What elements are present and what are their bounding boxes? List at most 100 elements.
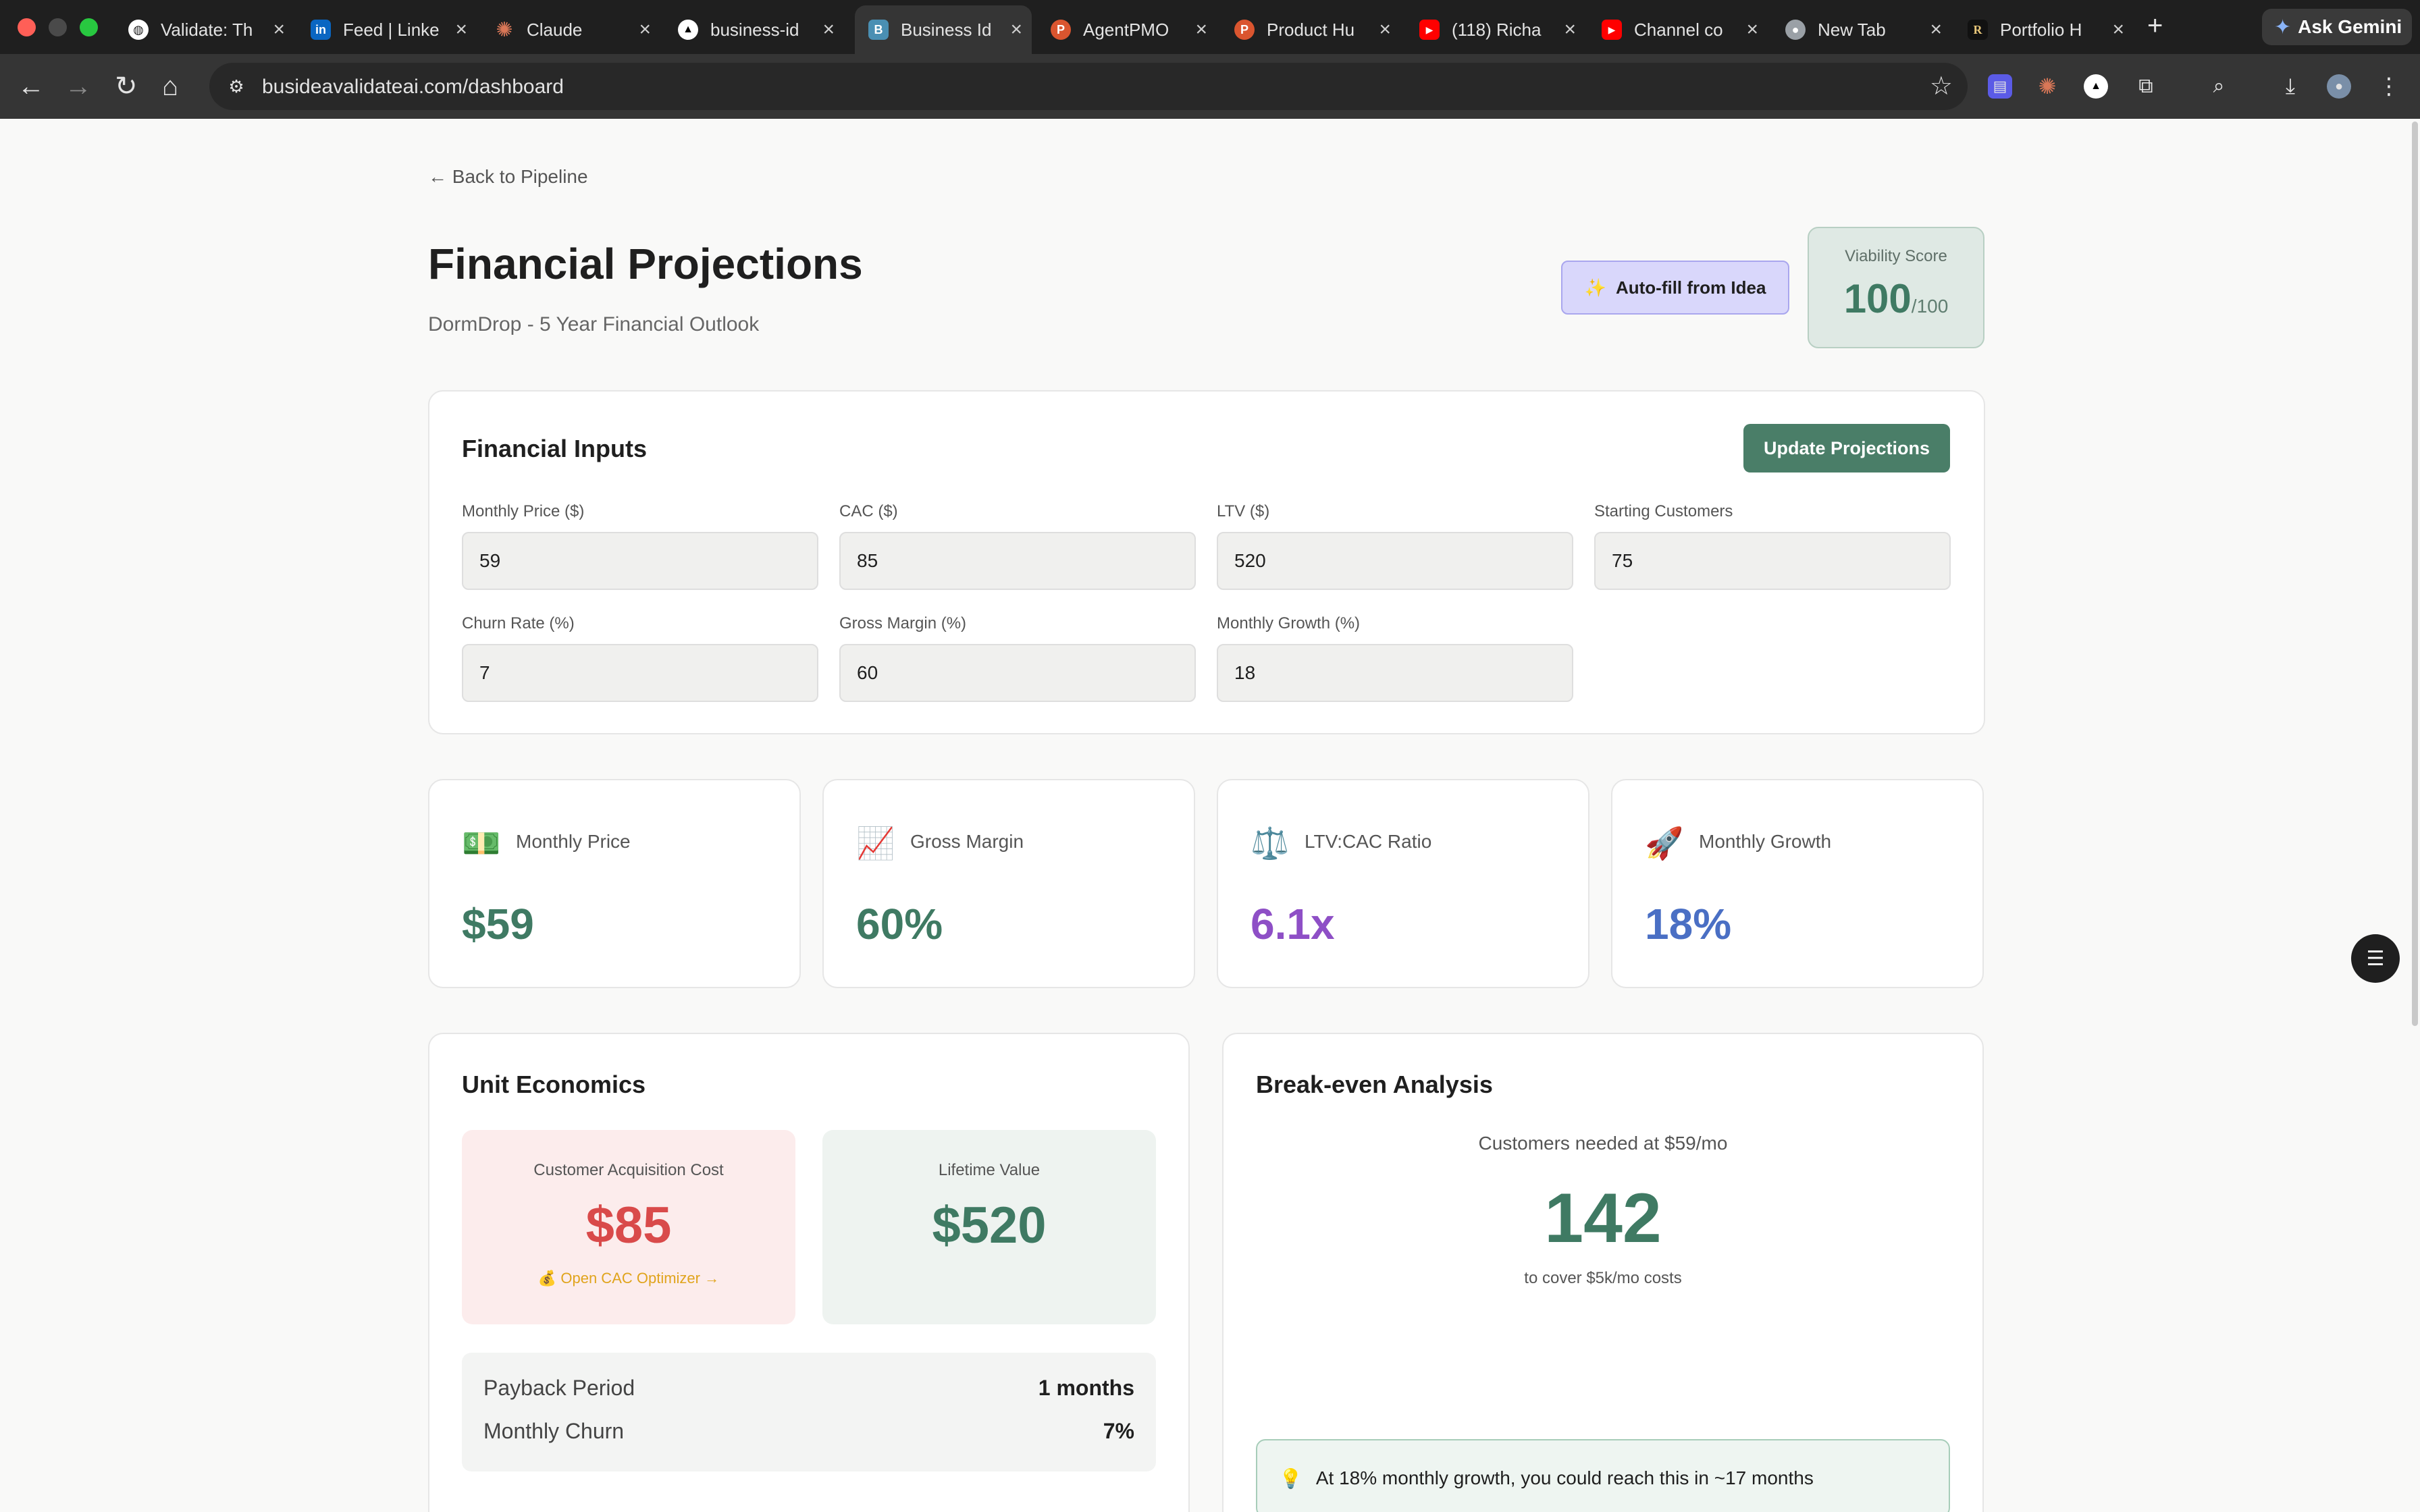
download-icon[interactable]: ⤓ xyxy=(2285,74,2296,98)
tab-youtube-channel[interactable]: ▶ Channel co × xyxy=(1588,5,1768,54)
ltv-label: Lifetime Value xyxy=(938,1161,1041,1179)
viability-max: /100 xyxy=(1911,296,1949,317)
close-tab-icon[interactable]: × xyxy=(1379,18,1391,40)
tab-business-id-active[interactable]: B Business Id × xyxy=(855,5,1032,54)
ltv-value: $520 xyxy=(932,1197,1047,1254)
field-label-gross-margin: Gross Margin (%) xyxy=(839,614,967,632)
break-even-card xyxy=(1222,1033,1984,1512)
tab-label: Claude xyxy=(527,19,583,40)
churn-rate-input[interactable] xyxy=(462,644,818,702)
row-label: Monthly Churn xyxy=(483,1419,625,1443)
extensions-puzzle-icon[interactable]: ⧉ xyxy=(2138,75,2153,97)
back-to-pipeline-link[interactable]: ← Back to Pipeline xyxy=(428,166,588,187)
monthly-price-input[interactable] xyxy=(462,532,818,590)
metric-value: $59 xyxy=(462,900,534,948)
tab-bar: ◍ Validate: Th × in Feed | Linke × ✺ Cla… xyxy=(0,0,2420,54)
ltv-input[interactable] xyxy=(1217,532,1573,590)
close-tab-icon[interactable]: × xyxy=(822,18,835,40)
tab-portfolio[interactable]: R Portfolio H × xyxy=(1954,5,2134,54)
rocket-icon: 🚀 xyxy=(1645,826,1684,861)
field-label-monthly-price: Monthly Price ($) xyxy=(462,502,585,520)
tab-claude[interactable]: ✺ Claude × xyxy=(481,5,660,54)
back-arrow-icon[interactable]: ← xyxy=(18,72,45,101)
reload-icon[interactable]: ↻ xyxy=(115,72,138,101)
row-value: 7% xyxy=(1103,1419,1134,1443)
auto-fill-label: Auto-fill from Idea xyxy=(1615,277,1766,298)
close-tab-icon[interactable]: × xyxy=(1746,18,1758,40)
metric-card-gross-margin: 📈 Gross Margin 60% xyxy=(822,779,1195,988)
financial-inputs-title: Financial Inputs xyxy=(462,435,648,462)
tab-label: AgentPMO xyxy=(1083,19,1169,40)
forward-arrow-icon[interactable]: → xyxy=(65,72,92,101)
cac-box: Customer Acquisition Cost $85 💰 Open CAC… xyxy=(462,1130,795,1324)
youtube-favicon-icon: ▶ xyxy=(1419,20,1440,40)
ask-gemini-button[interactable]: ✦ Ask Gemini xyxy=(2262,9,2412,45)
cac-input[interactable] xyxy=(839,532,1196,590)
tab-new-tab[interactable]: ● New Tab × xyxy=(1772,5,1951,54)
close-tab-icon[interactable]: × xyxy=(2112,18,2124,40)
viability-value: 100/100 xyxy=(1809,275,1983,322)
extension-claude-icon[interactable]: ✺ xyxy=(2038,74,2057,99)
bookmark-star-icon[interactable]: ☆ xyxy=(1929,72,1953,101)
extension-vercel-icon[interactable]: ▲ xyxy=(2084,74,2108,99)
metric-value: 6.1x xyxy=(1251,900,1335,948)
auto-fill-button[interactable]: ✨ Auto-fill from Idea xyxy=(1561,261,1789,315)
metric-label: Monthly Price xyxy=(516,831,631,852)
field-label-ltv: LTV ($) xyxy=(1217,502,1270,520)
tab-label: Business Id xyxy=(901,19,992,40)
portfolio-favicon-icon: R xyxy=(1968,20,1988,40)
tab-linkedin[interactable]: in Feed | Linke × xyxy=(297,5,477,54)
close-tab-icon[interactable]: × xyxy=(1930,18,1942,40)
site-info-icon[interactable]: ⚙ xyxy=(228,76,244,97)
tab-agentpmo[interactable]: P AgentPMO × xyxy=(1037,5,1217,54)
update-projections-button[interactable]: Update Projections xyxy=(1743,424,1950,473)
floating-menu-icon[interactable]: ☰ xyxy=(2351,934,2400,983)
extension-notes-icon[interactable]: ▤ xyxy=(1988,74,2012,99)
tab-label: New Tab xyxy=(1818,19,1886,40)
producthunt-favicon-icon: P xyxy=(1234,20,1255,40)
youtube-favicon-icon: ▶ xyxy=(1602,20,1622,40)
monthly-churn-row: Monthly Churn 7% xyxy=(483,1419,1134,1444)
linkedin-favicon-icon: in xyxy=(311,20,331,40)
tab-label: Product Hu xyxy=(1267,19,1355,40)
row-label: Payback Period xyxy=(483,1376,635,1400)
close-tab-icon[interactable]: × xyxy=(455,18,467,40)
page-title: Financial Projections xyxy=(428,240,863,288)
close-tab-icon[interactable]: × xyxy=(1195,18,1207,40)
new-tab-button[interactable]: + xyxy=(2147,11,2163,40)
close-tab-icon[interactable]: × xyxy=(1564,18,1576,40)
url-text[interactable]: busideavalidateai.com/dashboard xyxy=(262,76,564,98)
open-cac-optimizer-link[interactable]: 💰 Open CAC Optimizer → xyxy=(537,1270,720,1287)
dashboard-page: ← Back to Pipeline Financial Projections… xyxy=(0,119,2420,1512)
browser-menu-icon[interactable]: ⋮ xyxy=(2377,74,2400,99)
row-value: 1 months xyxy=(1038,1376,1134,1400)
validate-favicon-icon: ◍ xyxy=(128,20,149,40)
tab-product-hunt[interactable]: P Product Hu × xyxy=(1221,5,1400,54)
close-tab-icon[interactable]: × xyxy=(1010,18,1022,40)
starting-customers-input[interactable] xyxy=(1594,532,1951,590)
money-icon: 💵 xyxy=(462,826,501,861)
page-scrollbar[interactable] xyxy=(2411,119,2420,1030)
browser-toolbar: ← → ↻ ⌂ ⚙ busideavalidateai.com/dashboar… xyxy=(0,54,2420,119)
tab-validate[interactable]: ◍ Validate: Th × xyxy=(115,5,294,54)
metric-card-monthly-price: 💵 Monthly Price $59 xyxy=(428,779,801,988)
tab-label: Portfolio H xyxy=(2000,19,2082,40)
close-tab-icon[interactable]: × xyxy=(639,18,651,40)
tab-youtube-richard[interactable]: ▶ (118) Richa × xyxy=(1406,5,1585,54)
metric-label: LTV:CAC Ratio xyxy=(1305,831,1432,852)
page-subtitle: DormDrop - 5 Year Financial Outlook xyxy=(428,313,760,335)
scrollbar-thumb[interactable] xyxy=(2412,122,2418,1026)
close-tab-icon[interactable]: × xyxy=(273,18,285,40)
minimize-window-button[interactable] xyxy=(49,18,67,36)
scales-icon: ⚖️ xyxy=(1251,826,1290,861)
tab-search-icon[interactable]: ⌕ xyxy=(2213,75,2225,97)
address-bar[interactable]: ⚙ busideavalidateai.com/dashboard ☆ xyxy=(209,63,1968,110)
monthly-growth-input[interactable] xyxy=(1217,644,1573,702)
profile-avatar[interactable]: ● xyxy=(2327,74,2351,99)
gross-margin-input[interactable] xyxy=(839,644,1196,702)
home-icon[interactable]: ⌂ xyxy=(162,72,179,101)
close-window-button[interactable] xyxy=(18,18,36,36)
metric-label: Gross Margin xyxy=(910,831,1024,852)
tab-business-id-vercel[interactable]: ▲ business-id × xyxy=(664,5,844,54)
maximize-window-button[interactable] xyxy=(80,18,98,36)
